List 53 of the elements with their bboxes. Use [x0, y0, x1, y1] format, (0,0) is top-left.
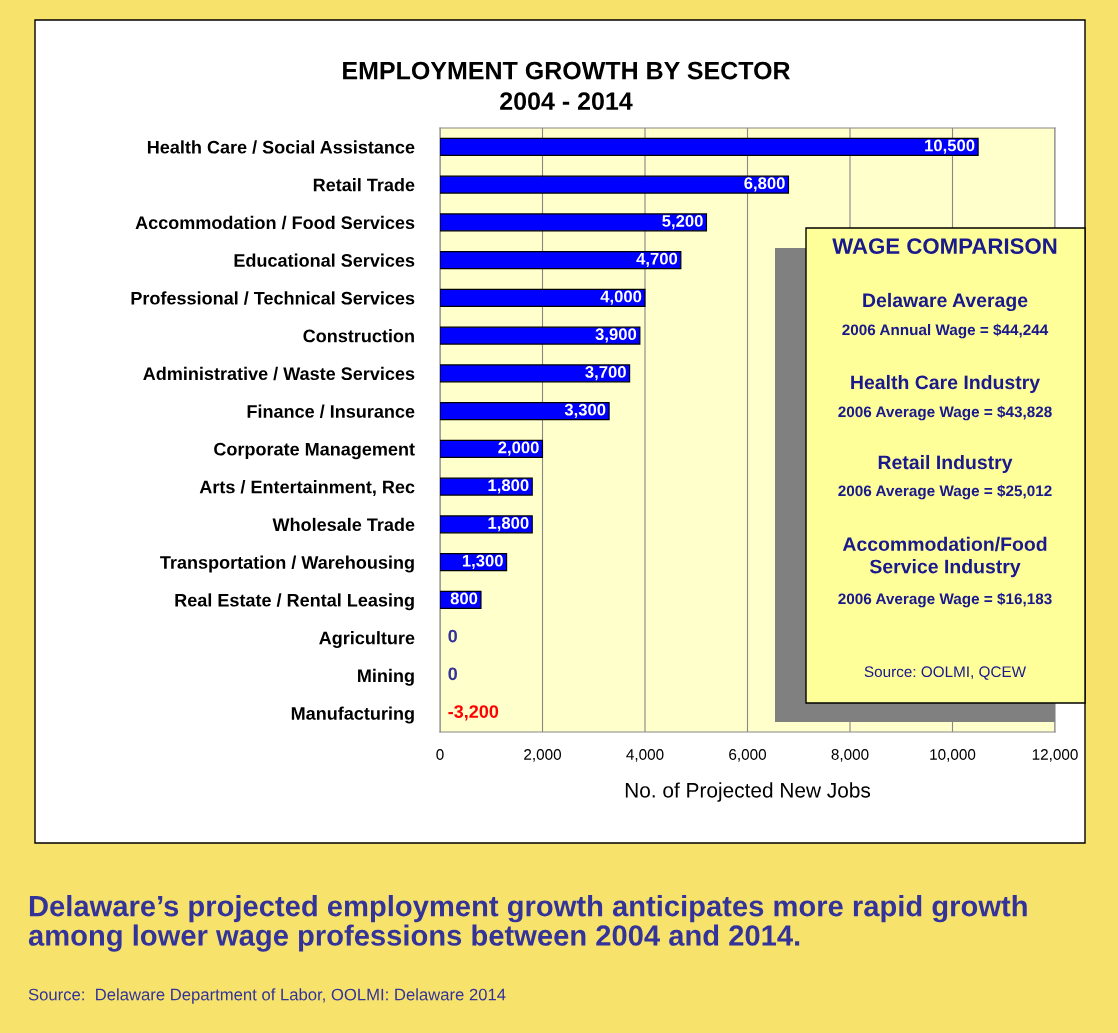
data-label: 800 [450, 592, 478, 605]
data-label: 3,900 [595, 328, 637, 343]
x-tick-label: 4,000 [626, 749, 664, 762]
text: -3,200 [448, 705, 499, 721]
y-tick-label: Transportation / Warehousing [160, 555, 414, 573]
annotation: Source: OOLMI, QCEW [864, 666, 1027, 680]
y-tick-label: Arts / Entertainment, Rec [199, 480, 415, 496]
annotation: Accommodation/Food Service Industry [842, 536, 1047, 578]
text: Delaware’s projected employment growth anticipates more rapid growth among lower wage professions between 2004 and 2014. [28, 895, 1027, 952]
annotation: 2006 Average Wage = $43,828 [838, 405, 1052, 421]
annotation: 2006 Average Wage = $25,012 [838, 484, 1052, 500]
x-tick-label: 6,000 [729, 749, 767, 762]
x-tick-label: 8,000 [831, 749, 869, 762]
x-tick-label: 0 [436, 749, 444, 760]
data-label: 4,000 [600, 290, 642, 305]
y-tick-label: Finance / Insurance [247, 404, 415, 419]
data-label: 5,200 [662, 215, 703, 230]
annotation: Health Care Industry [851, 374, 1040, 394]
y-tick-label: Real Estate / Rental Leasing [175, 593, 414, 611]
y-tick-label: Manufacturing [291, 706, 414, 724]
y-tick-label: Professional / Technical Services [131, 291, 415, 305]
annotation: 2006 Annual Wage = $44,244 [842, 323, 1049, 339]
data-label: 0 [448, 667, 457, 681]
annotation: 2006 Average Wage = $16,183 [838, 592, 1052, 608]
data-label: 3,300 [564, 403, 606, 419]
y-tick-label: Corporate Management [214, 442, 415, 460]
data-label: 1,800 [488, 479, 529, 494]
data-label: 6,800 [744, 177, 785, 192]
annotation: Delaware Average [863, 292, 1028, 312]
data-label: 1,800 [488, 517, 529, 532]
annotation: Retail Industry [878, 454, 1013, 474]
x-axis-title: No. of Projected New Jobs [625, 782, 871, 802]
y-tick-label: Health Care / Social Assistance [147, 140, 415, 154]
chart-title: EMPLOYMENT GROWTH BY SECTOR 2004 - 2014 [343, 61, 791, 110]
x-tick-label: 2,000 [524, 749, 562, 762]
y-tick-label: Educational Services [234, 253, 415, 267]
data-label: 1,300 [462, 554, 503, 570]
source-note: Source: Delaware Department of Labor, OOLMI: Delaware 2014 [28, 988, 506, 1004]
y-tick-label: Agriculture [319, 631, 415, 648]
y-tick-label: Mining [358, 668, 414, 686]
y-tick-label: Accommodation / Food Services [135, 215, 415, 230]
y-tick-label: Administrative / Waste Services [143, 366, 415, 381]
y-tick-label: Wholesale Trade [272, 517, 415, 532]
x-tick-label: 12,000 [1032, 749, 1078, 762]
y-tick-label: Construction [303, 329, 414, 343]
y-tick-label: Retail Trade [313, 178, 415, 192]
x-tick-label: 10,000 [930, 749, 976, 762]
data-label: 4,700 [636, 252, 678, 268]
data-label: 3,700 [585, 366, 626, 381]
data-label: 10,500 [925, 139, 975, 154]
annotation: WAGE COMPARISON [832, 238, 1057, 254]
data-label: 2,000 [498, 441, 539, 456]
data-label: 0 [448, 629, 457, 643]
